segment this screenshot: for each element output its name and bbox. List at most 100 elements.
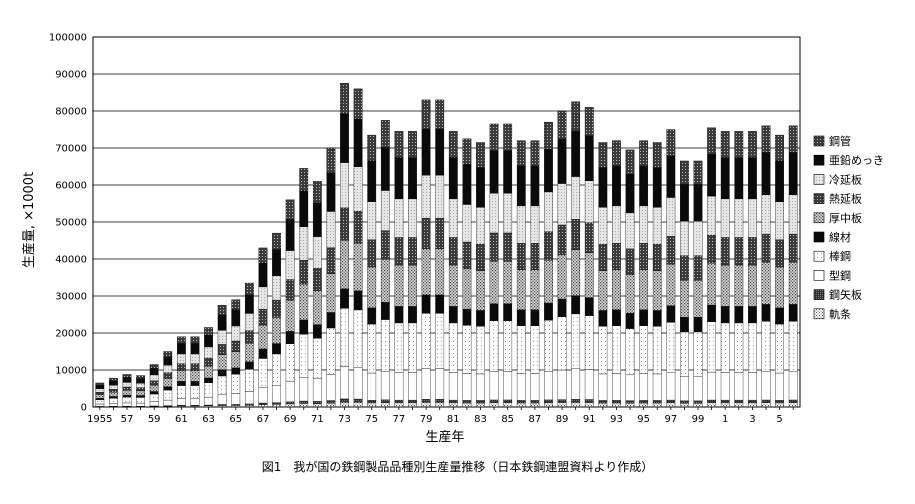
figure-caption: 図1 我が国の鉄鋼製品品種別生産量推移（日本鉄鋼連盟資料より作成） [261,460,654,474]
bar-segment [625,402,635,408]
bar-segment [720,237,730,266]
bar-segment [353,367,363,400]
bar-segment [408,372,417,401]
x-tick-label: 3 [749,414,755,425]
bar-segment [544,302,553,321]
bar-segment [530,325,540,374]
bar-segment [489,232,499,262]
bar-segment [625,374,635,401]
bar-segment [680,160,689,185]
bar-segment [435,313,445,369]
bar-segment [380,302,390,320]
bar-stack [394,131,404,408]
bar-segment [544,399,553,403]
bar-segment [95,392,105,395]
bar-segment [136,375,145,379]
bar-segment [176,398,186,406]
bar-segment [326,172,336,212]
bar-segment [476,244,485,271]
bar-segment [557,138,567,184]
bar-segment [788,321,798,373]
bar-segment [408,306,417,324]
bar-segment [272,385,281,403]
bar-segment [122,402,132,407]
bar-segment [272,232,281,250]
legend-label: 軌条 [829,307,851,321]
bar-segment [408,402,417,408]
bar-segment [544,260,553,304]
bar-segment [122,396,132,404]
bar-segment [652,326,662,375]
bar-segment [462,241,472,270]
bar-segment [285,331,295,344]
bar-segment [720,306,730,324]
bar-segment [761,371,771,401]
bar-segment [693,400,703,404]
bar-segment [612,269,621,310]
bar-segment [285,199,295,220]
bar-stack [639,140,649,408]
bar-stack [612,140,621,408]
bar-stack [244,282,254,408]
bar-stack [693,160,703,408]
bar-segment [557,369,567,400]
bar-segment [244,403,254,406]
bar-segment [244,369,254,392]
bar-segment [720,372,730,401]
bar-segment [326,327,336,375]
bar-segment [285,219,295,251]
bar-segment [163,372,173,379]
bar-segment [639,242,649,270]
bar-segment [761,399,771,403]
bar-segment [421,313,431,369]
bar-segment [693,376,703,402]
bar-segment [367,201,377,240]
bar-segment [584,107,594,136]
bar-segment [584,252,594,298]
bar-stack [136,375,145,408]
bar-segment [340,207,349,241]
bar-stack [217,305,227,408]
bar-segment [680,280,689,318]
bar-segment [217,344,227,355]
bar-segment [353,402,363,408]
bar-segment [136,378,145,384]
bar-segment [122,394,132,398]
bar-segment [163,378,173,387]
bar-segment [421,368,431,400]
bar-segment [571,399,581,403]
bar-segment [244,294,254,314]
x-tick-label: 95 [637,414,650,425]
bar-segment [231,340,241,352]
bar-segment [557,316,567,371]
bar-segment [734,198,744,238]
bar-segment [462,373,472,401]
bar-segment [639,205,649,244]
bar-segment [748,399,757,404]
bar-segment [476,373,485,401]
bar-stack [503,123,513,408]
bar-segment [476,207,485,245]
bar-segment [775,266,784,308]
bar-segment [748,402,757,408]
bar-segment [367,266,377,308]
bar-segment [326,147,336,173]
bar-segment [136,387,145,391]
x-tick-label: 77 [393,414,406,425]
x-axis-ticks: 1955 57 59 61 63 65 67 69 71 73 75 77 79 81 83 85 87 89 91… [87,407,794,425]
bar-segment [244,361,254,370]
bar-segment [190,336,200,344]
bar-segment [326,400,336,404]
bar-segment [489,399,499,403]
bar-segment [652,270,662,311]
bar-segment [489,371,499,401]
bar-segment [149,391,159,395]
bar-segment [448,306,458,324]
bar-segment [680,403,689,408]
bar-segment [489,193,499,234]
bar-segment [639,402,649,408]
bar-segment [190,343,200,355]
x-tick-label: 71 [311,414,324,425]
bar-segment [489,123,499,152]
y-tick-label: 40000 [55,255,87,266]
